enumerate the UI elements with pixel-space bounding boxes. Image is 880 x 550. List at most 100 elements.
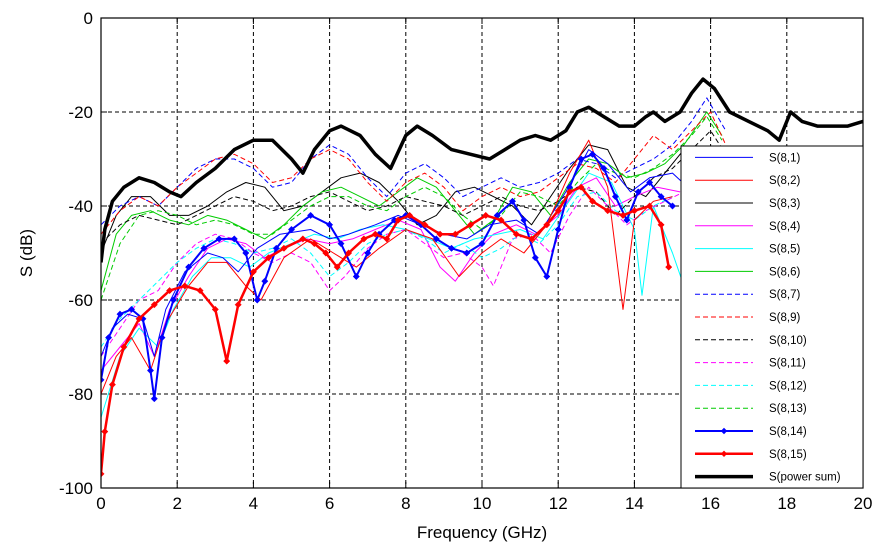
x-tick-label: 6 bbox=[325, 494, 334, 513]
series-marker-s-8-15 bbox=[619, 211, 627, 219]
series-marker-s-8-14 bbox=[668, 202, 677, 210]
series-marker-s-8-15 bbox=[527, 235, 536, 243]
series-marker-s-8-15 bbox=[436, 230, 444, 238]
series-marker-s-8-14 bbox=[623, 216, 631, 224]
series-marker-s-8-15 bbox=[101, 428, 109, 436]
legend-label: S(8,9) bbox=[769, 312, 800, 324]
series-marker-s-8-14 bbox=[169, 296, 177, 304]
series-marker-s-8-14 bbox=[634, 188, 642, 196]
legend-label: S(8,5) bbox=[769, 244, 800, 256]
series-marker-s-8-15 bbox=[554, 207, 562, 215]
series-marker-s-8-15 bbox=[108, 381, 116, 389]
legend: S(8,1) S(8,2) S(8,3) S(8,4) S(8,5) S(8,6) S(8,… bbox=[680, 145, 864, 489]
series-marker-s-8-15 bbox=[467, 221, 475, 229]
series-marker-s-8-15 bbox=[211, 305, 219, 313]
y-tick-label: -60 bbox=[68, 291, 93, 310]
series-line-s-8-12 bbox=[101, 191, 673, 348]
legend-marker-s-8-14 bbox=[720, 427, 728, 435]
series-marker-s-8-15 bbox=[345, 249, 353, 257]
grid bbox=[101, 18, 863, 488]
series-line-s-8-7 bbox=[101, 97, 727, 226]
series-marker-s-8-14 bbox=[588, 150, 597, 158]
series-marker-s-8-14 bbox=[307, 211, 315, 219]
series-marker-s-8-14 bbox=[127, 305, 136, 313]
series-marker-s-8-14 bbox=[577, 155, 585, 163]
series-marker-s-8-14 bbox=[646, 178, 654, 187]
series-marker-s-8-15 bbox=[280, 244, 288, 252]
y-tick-label: -40 bbox=[68, 197, 93, 216]
series-marker-s-8-14 bbox=[657, 193, 665, 201]
series-marker-s-8-14 bbox=[215, 235, 223, 243]
series-marker-s-8-15 bbox=[371, 230, 379, 238]
x-tick-label: 20 bbox=[854, 494, 873, 513]
y-tick-label: -20 bbox=[68, 103, 93, 122]
series-marker-s-8-15 bbox=[630, 207, 638, 215]
series-marker-s-8-14 bbox=[146, 366, 155, 375]
series-marker-s-8-15 bbox=[196, 287, 204, 295]
series-marker-s-8-15 bbox=[310, 240, 318, 248]
series-marker-s-8-14 bbox=[600, 164, 608, 172]
legend-label: S(8,10) bbox=[769, 335, 807, 347]
series-marker-s-8-14 bbox=[352, 272, 360, 281]
y-axis-label: S (dB) bbox=[17, 229, 36, 277]
series-marker-s-8-15 bbox=[646, 202, 654, 210]
series-marker-s-8-14 bbox=[158, 334, 166, 342]
x-tick-label: 0 bbox=[96, 494, 105, 513]
legend-label: S(8,11) bbox=[769, 358, 806, 370]
series-marker-s-8-15 bbox=[394, 216, 402, 224]
series-marker-s-8-14 bbox=[200, 244, 208, 252]
series-marker-s-8-14 bbox=[242, 249, 250, 257]
x-tick-label: 18 bbox=[777, 494, 796, 513]
series-marker-s-8-14 bbox=[105, 334, 113, 342]
series-marker-s-8-15 bbox=[577, 183, 585, 191]
series-marker-s-8-15 bbox=[604, 207, 612, 215]
series-line-s-8-10 bbox=[101, 130, 727, 244]
series-marker-s-8-15 bbox=[406, 211, 414, 219]
series-line-s-8-9 bbox=[101, 111, 727, 235]
series-marker-s-8-14 bbox=[230, 235, 238, 243]
legend-label: S(8,13) bbox=[769, 403, 807, 415]
series-marker-s-8-14 bbox=[185, 263, 193, 271]
series-line-s-8-13 bbox=[101, 116, 723, 301]
legend-label: S(power sum) bbox=[769, 472, 841, 484]
legend-label: S(8,3) bbox=[769, 198, 800, 210]
x-tick-label: 2 bbox=[172, 494, 181, 513]
series-marker-s-8-15 bbox=[166, 287, 174, 295]
series-marker-s-8-15 bbox=[421, 221, 429, 229]
x-tick-label: 4 bbox=[249, 494, 258, 513]
series-marker-s-8-14 bbox=[337, 240, 345, 248]
series-marker-s-8-15 bbox=[234, 301, 242, 309]
series-marker-s-8-15 bbox=[360, 235, 368, 243]
series-marker-s-8-14 bbox=[116, 310, 124, 318]
series-marker-s-8-15 bbox=[543, 221, 551, 229]
series-marker-s-8-15 bbox=[383, 235, 391, 243]
x-tick-label: 12 bbox=[549, 494, 568, 513]
series-marker-s-8-15 bbox=[497, 216, 505, 224]
series-marker-s-8-15 bbox=[588, 197, 597, 205]
series-marker-s-8-14 bbox=[531, 254, 539, 262]
series-line-s-power-sum bbox=[101, 77, 863, 263]
legend-label: S(8,14) bbox=[769, 426, 807, 438]
series-marker-s-8-15 bbox=[665, 263, 673, 271]
series-layer bbox=[101, 77, 863, 478]
series-marker-s-8-14 bbox=[447, 244, 456, 252]
legend-label: S(8,2) bbox=[769, 175, 800, 187]
x-tick-label: 14 bbox=[625, 494, 644, 513]
series-marker-s-8-14 bbox=[326, 221, 334, 229]
series-marker-s-8-14 bbox=[287, 225, 296, 234]
legend-label: S(8,4) bbox=[769, 221, 800, 233]
y-tick-label: -100 bbox=[59, 479, 93, 498]
series-marker-s-8-14 bbox=[478, 240, 486, 248]
series-marker-s-8-14 bbox=[272, 244, 280, 252]
series-marker-s-8-15 bbox=[299, 235, 307, 243]
series-marker-s-8-14 bbox=[463, 249, 471, 257]
series-marker-s-8-15 bbox=[223, 357, 231, 365]
series-marker-s-8-15 bbox=[566, 188, 574, 196]
series-marker-s-8-14 bbox=[101, 376, 105, 384]
series-marker-s-8-15 bbox=[657, 221, 665, 229]
x-axis-label: Frequency (GHz) bbox=[417, 523, 547, 542]
x-tick-label: 10 bbox=[473, 494, 492, 513]
series-marker-s-8-14 bbox=[261, 277, 269, 285]
series-marker-s-8-15 bbox=[181, 282, 189, 290]
